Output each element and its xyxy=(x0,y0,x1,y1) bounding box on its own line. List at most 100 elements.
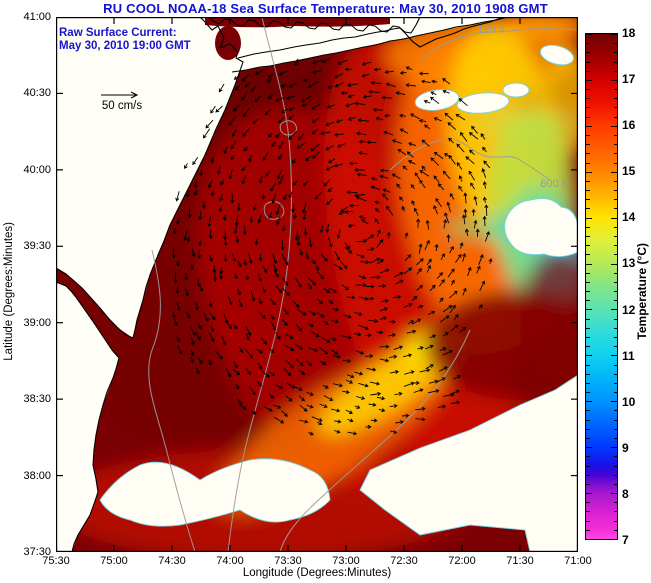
colorbar-tick xyxy=(613,180,617,182)
current-vector xyxy=(370,275,381,280)
colorbar-tick xyxy=(613,337,617,338)
current-vector xyxy=(379,307,388,312)
current-vector xyxy=(378,408,386,413)
current-vector xyxy=(241,92,248,101)
current-vector xyxy=(458,175,463,182)
current-vector xyxy=(233,361,238,369)
current-vector xyxy=(468,170,475,181)
current-vector xyxy=(234,273,238,280)
current-vector xyxy=(347,431,358,436)
current-vector xyxy=(263,406,273,412)
current-vector xyxy=(281,410,288,417)
current-vector xyxy=(330,408,341,413)
current-vector xyxy=(395,279,404,285)
current-vector xyxy=(342,390,350,395)
current-vector xyxy=(378,283,387,288)
current-vector xyxy=(319,225,324,234)
current-vector xyxy=(308,431,314,436)
current-vector xyxy=(437,404,447,409)
current-vector xyxy=(431,79,438,84)
current-vector xyxy=(176,336,181,342)
coastline xyxy=(231,17,509,73)
current-vector xyxy=(258,175,263,184)
colorbar-tick xyxy=(586,208,590,210)
current-vector xyxy=(419,179,426,189)
cloud-mask xyxy=(414,89,460,111)
current-vector xyxy=(346,374,355,379)
current-vector xyxy=(227,295,233,306)
current-vector xyxy=(376,238,384,248)
current-vector xyxy=(193,181,198,189)
current-vector xyxy=(453,313,459,321)
current-vector xyxy=(275,285,283,294)
current-vector xyxy=(475,228,480,238)
current-vector xyxy=(403,353,413,358)
colorbar-tick xyxy=(586,300,590,302)
current-vector xyxy=(305,252,310,260)
current-vector xyxy=(336,229,341,239)
current-vector xyxy=(415,406,426,411)
current-vector xyxy=(297,308,307,316)
current-vector xyxy=(249,216,254,224)
current-vector xyxy=(314,192,322,200)
current-vector xyxy=(195,302,200,311)
current-vector xyxy=(370,80,382,85)
current-vector xyxy=(281,319,288,327)
current-vector xyxy=(481,168,487,179)
current-vector xyxy=(281,276,289,287)
current-vector xyxy=(379,174,389,179)
current-vector xyxy=(278,175,284,185)
current-vector xyxy=(482,196,487,203)
current-vector xyxy=(230,140,237,150)
current-vector xyxy=(399,113,406,118)
current-vector xyxy=(419,170,430,177)
surface-current-vectors xyxy=(171,58,493,436)
colorbar-tick xyxy=(586,520,590,522)
colorbar-tick xyxy=(613,373,617,375)
colorbar-tick xyxy=(586,318,590,320)
current-vector xyxy=(282,307,289,316)
current-vector xyxy=(354,405,361,409)
current-vector xyxy=(347,418,354,423)
current-vector xyxy=(265,170,271,178)
colorbar-tick xyxy=(613,236,617,237)
coastline xyxy=(207,17,421,34)
current-vector xyxy=(417,304,424,309)
current-vector xyxy=(256,380,263,387)
current-vector xyxy=(401,205,406,212)
current-vector xyxy=(196,278,201,288)
current-vector xyxy=(388,333,396,338)
colorbar-tick-value: 9 xyxy=(622,440,629,455)
current-vector xyxy=(247,252,253,265)
colorbar-tick xyxy=(613,52,617,54)
current-vector xyxy=(375,116,384,121)
current-vector xyxy=(280,239,285,251)
current-vector xyxy=(374,218,380,224)
colorbar-tick xyxy=(586,190,590,192)
colorbar-tick xyxy=(586,355,592,357)
current-vector xyxy=(376,396,386,401)
current-vector xyxy=(230,154,235,161)
current-vector xyxy=(197,356,203,365)
current-vector xyxy=(288,114,295,120)
colorbar-tick xyxy=(586,529,590,531)
current-vector xyxy=(212,265,217,274)
current-vector xyxy=(334,419,342,424)
current-vector xyxy=(173,272,178,284)
current-vector xyxy=(223,146,228,155)
current-vector xyxy=(288,82,297,88)
current-vector xyxy=(271,192,277,204)
current-vector xyxy=(270,320,277,331)
colorbar-tick xyxy=(586,447,592,449)
current-vector xyxy=(307,277,317,286)
current-vector xyxy=(449,193,455,200)
colorbar-tick xyxy=(586,98,590,100)
current-vector xyxy=(330,349,339,355)
current-vector xyxy=(325,121,335,127)
current-vector xyxy=(354,167,365,172)
colorbar-tick xyxy=(611,493,617,495)
current-vector xyxy=(416,285,424,291)
y-tick-label: 38:30 xyxy=(23,393,51,406)
current-vector xyxy=(326,104,335,109)
current-vector xyxy=(334,73,344,79)
